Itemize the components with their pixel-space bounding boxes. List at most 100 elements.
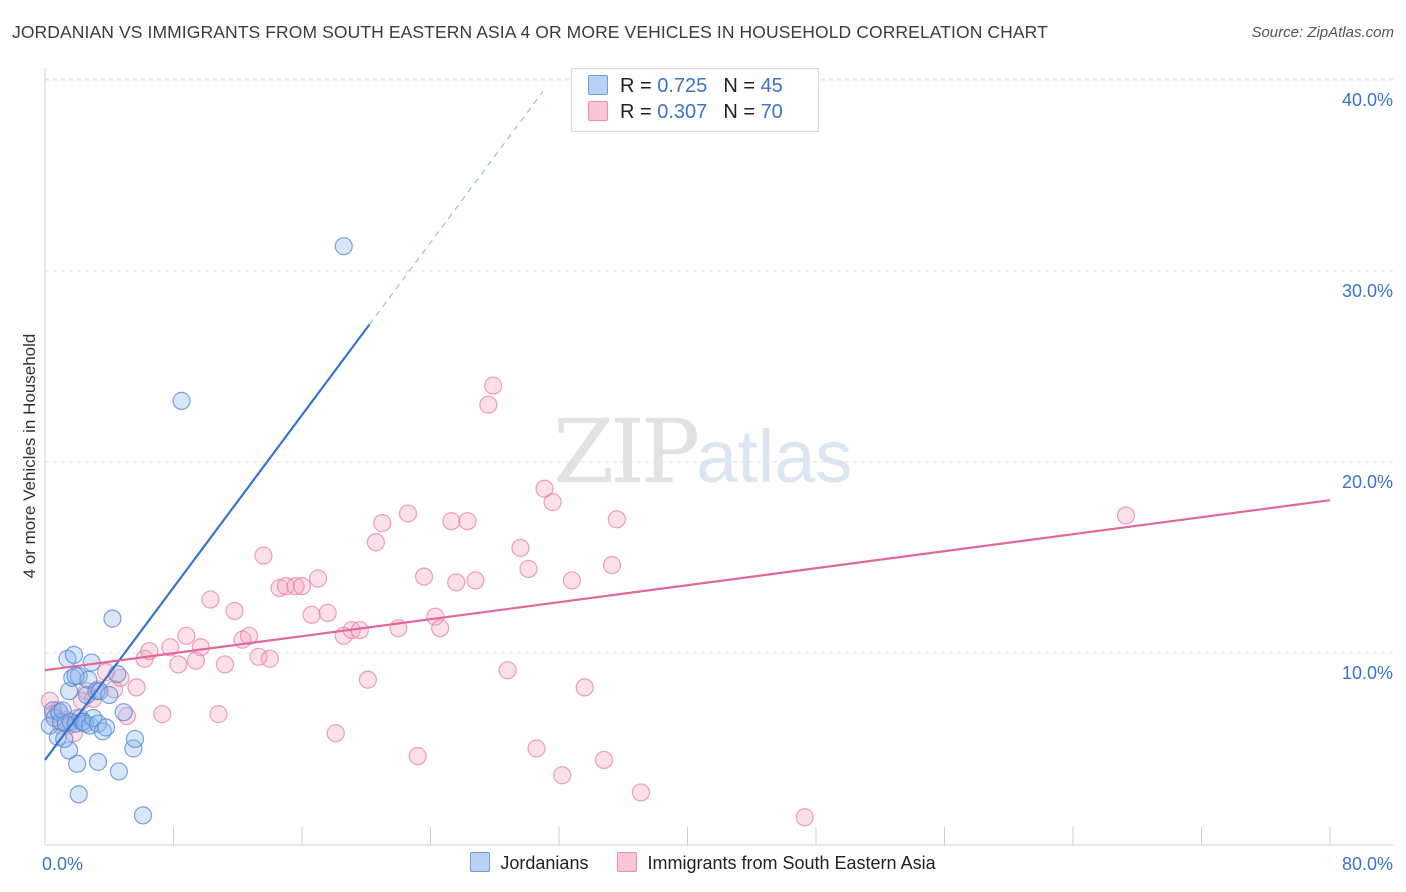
immigrants-point [318,603,337,622]
immigrants-point [484,376,503,395]
jordanians-point [66,666,85,686]
immigrants-point [519,559,538,579]
data-points [40,237,1136,827]
immigrants-point [398,504,418,523]
jordanians-point [125,729,145,749]
legend-row-jordanians: R = 0.725 N = 45 [588,75,783,99]
jordanians-point [114,703,133,722]
legend-n-label: N = [723,75,755,97]
jordanians-point [63,668,82,687]
immigrants-point [562,571,581,590]
immigrants-point [225,601,244,621]
jordanians-point [48,727,67,747]
watermark: ZIPatlas [553,400,852,503]
immigrants-point [270,578,289,598]
jordanians-point [84,708,103,728]
tick-labels: 10.0% 20.0% 30.0% 40.0% 0.0% 80.0% [42,90,1393,874]
legend-label-immigrants: Immigrants from South Eastern Asia [647,853,936,873]
jordanians-legend-swatch [470,852,491,872]
jordanians-point [68,754,87,773]
jordanians-point [334,237,353,256]
jordanians-point [109,762,128,781]
legend-n-value: 45 [760,75,783,97]
jordanians-point [103,609,122,628]
immigrants-point [535,479,554,498]
jordanians-point [59,741,79,760]
y-tick-label: 20.0% [1342,472,1393,492]
legend-n-value: 70 [760,101,783,123]
immigrants-point [254,546,273,565]
x-tick-label-max: 80.0% [1342,854,1393,874]
immigrants-point [308,569,328,588]
x-tick-label-min: 0.0% [42,854,83,874]
legend-row-immigrants: R = 0.307 N = 70 [588,101,783,125]
jordanians-point [64,645,84,665]
series-legend: Jordanians Immigrants from South Eastern… [0,852,1406,874]
immigrants-point [302,605,321,624]
legend-item-jordanians: Jordanians [470,852,588,874]
immigrants-point [795,808,814,827]
legend-item-immigrants: Immigrants from South Eastern Asia [617,852,936,874]
immigrants-trend-line [44,499,1331,672]
jordanians-trend-line [44,323,371,761]
jordanians-point [133,806,153,825]
immigrants-point [414,567,434,586]
immigrants-point [249,647,268,666]
immigrants-point [104,680,124,699]
immigrants-point [191,638,210,657]
immigrants-point [161,638,180,657]
immigrants-point [366,533,385,552]
immigrants-point [215,655,234,674]
immigrants-legend-swatch [617,852,638,872]
chart-title: JORDANIAN VS IMMIGRANTS FROM SOUTH EASTE… [12,22,1048,42]
jordanians-point [96,718,116,737]
immigrants-swatch [588,101,608,121]
watermark-zip: ZIP [553,400,700,503]
immigrants-point [326,724,345,743]
jordanians-swatch [588,75,608,95]
immigrants-point [127,678,146,697]
immigrants-point [431,619,450,638]
jordanians-point [124,739,143,758]
immigrants-point [479,395,498,414]
immigrants-point [466,571,485,590]
y-tick-label: 10.0% [1342,663,1393,683]
immigrants-point [373,514,392,533]
immigrants-point [607,510,626,529]
legend-r-value: 0.307 [657,101,708,123]
immigrants-point [442,512,461,531]
jordanians-point [69,785,88,804]
immigrants-point [498,661,517,680]
legend-label-jordanians: Jordanians [500,853,589,873]
y-tick-label: 30.0% [1342,281,1393,301]
immigrants-point [1116,506,1136,525]
jordanians-point [88,752,108,771]
immigrants-point [276,577,296,596]
immigrants-point [553,766,572,785]
immigrants-point [408,747,427,766]
jordanians-point [55,729,74,749]
immigrants-point [511,538,530,558]
immigrants-point [186,651,206,670]
trend-lines [44,91,1331,761]
watermark-atlas: atlas [696,415,853,498]
immigrants-point [153,705,172,724]
jordanians-trend-extension [368,91,544,325]
jordanians-point [108,664,127,684]
immigrants-point [543,493,562,512]
immigrants-point [594,750,614,770]
immigrants-point [447,573,466,592]
immigrants-point [458,512,477,531]
source-credit: Source: ZipAtlas.com [1251,24,1394,41]
legend-n-label: N = [723,101,755,123]
immigrants-point [201,590,220,609]
jordanians-point [100,685,119,705]
legend-r-label: R = [620,75,652,97]
immigrants-point [286,577,305,596]
immigrants-point [631,783,651,802]
jordanians-point [90,682,109,701]
axes [44,68,1393,846]
immigrants-point [260,649,279,668]
jordanians-point [59,682,79,701]
